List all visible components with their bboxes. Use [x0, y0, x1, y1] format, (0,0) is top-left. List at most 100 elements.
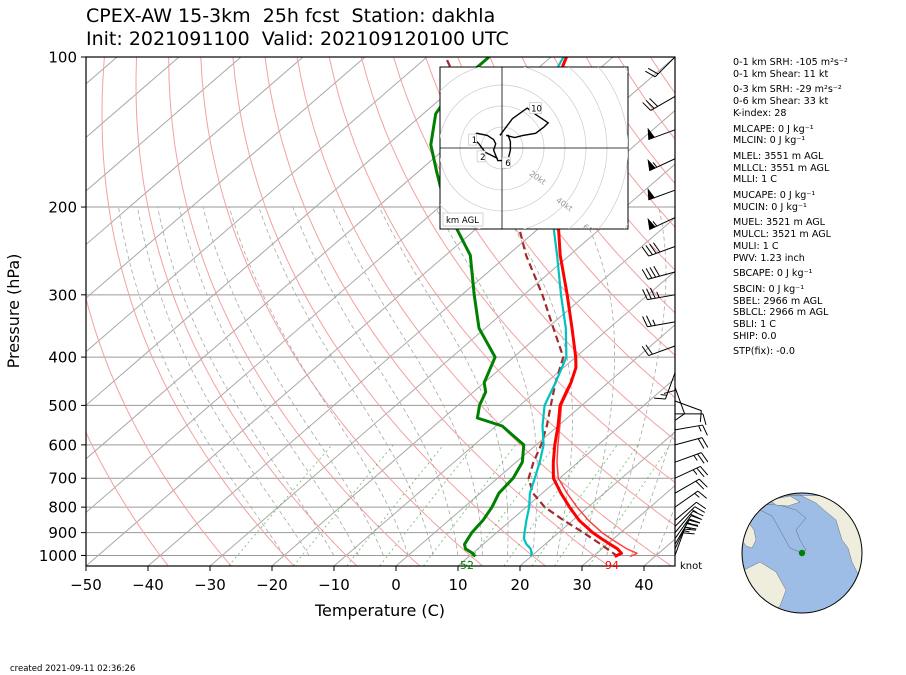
station-location-marker	[798, 549, 806, 557]
mixing-ratio-line	[423, 444, 516, 566]
x-tick-label: −10	[318, 576, 350, 594]
y-tick-label: 200	[48, 199, 77, 217]
wind-barb	[674, 437, 709, 449]
parameter-line: K-index: 28	[733, 107, 787, 119]
hodograph-height-box	[476, 150, 486, 163]
wind-barb	[674, 424, 708, 436]
parameter-line: SBEL: 2966 m AGL	[733, 295, 823, 307]
y-tick-label: 700	[48, 470, 77, 488]
wind-barb	[674, 528, 696, 556]
wind-barb	[642, 287, 676, 301]
moist-adiabat	[292, 206, 459, 556]
moist-adiabat	[434, 206, 538, 556]
moist-adiabat	[228, 206, 409, 556]
isotherm-line	[86, 57, 366, 299]
parameter-line: SBCAPE: 0 J kg⁻¹	[733, 268, 813, 280]
wind-barb	[674, 506, 705, 527]
x-tick-label: 10	[448, 576, 467, 594]
parameter-line: STP(fix): -0.0	[733, 346, 795, 358]
mixing-ratio-line	[346, 444, 444, 566]
dry-adiabat	[521, 57, 675, 271]
isotherm-line	[395, 324, 675, 566]
dry-adiabat	[200, 57, 483, 566]
hodograph-trace	[471, 107, 550, 162]
x-tick-label: 30	[572, 576, 591, 594]
wind-barbs	[641, 56, 709, 556]
wind-barb	[647, 127, 676, 140]
parameter-line: SBCIN: 0 J kg⁻¹	[733, 283, 805, 295]
parameter-line: SHIP: 0.0	[733, 330, 777, 342]
wind-barb	[674, 490, 708, 508]
wind-barb	[642, 96, 676, 111]
parameter-line: PWV: 1.23 inch	[733, 252, 805, 264]
y-tick-label: 800	[48, 499, 77, 517]
dry-adiabat	[86, 296, 232, 566]
moist-adiabat	[378, 206, 509, 556]
isotherm-line	[271, 217, 675, 566]
moist-adiabat	[118, 206, 285, 556]
parameter-line: MLLI: 1 C	[733, 174, 777, 186]
dry-adiabat	[425, 57, 675, 399]
hodograph-ring-label: 60kt	[581, 222, 601, 240]
dry-adiabat	[86, 431, 169, 566]
wind-barb	[647, 217, 676, 231]
parcel-profile	[444, 57, 619, 558]
y-tick-label: 300	[48, 286, 77, 304]
dry-adiabat	[489, 57, 675, 314]
y-axis-label: Pressure (hPa)	[4, 254, 23, 369]
parameter-line: MULCL: 3521 m AGL	[733, 229, 832, 241]
isotherm-line	[86, 57, 428, 353]
x-tick-label: 0	[391, 576, 401, 594]
y-tick-label: 900	[48, 524, 77, 542]
hodograph-unit-label: km AGL	[446, 216, 479, 226]
chart-title-line1: CPEX-AW 15-3km 25h fcst Station: dakhla	[86, 5, 496, 27]
surface-temperature-label: 94	[605, 559, 619, 572]
isotherm-line	[86, 57, 242, 192]
x-tick-label: 40	[634, 576, 653, 594]
mixing-ratio-line	[588, 444, 671, 566]
parameter-line: MUCIN: 0 J kg⁻¹	[733, 201, 807, 213]
dry-adiabat	[457, 57, 675, 356]
mixing-ratio-line	[293, 444, 394, 566]
isotherm-line	[147, 109, 675, 566]
hodograph-height-label: 10	[531, 105, 542, 115]
wind-barb	[675, 413, 707, 426]
isotherm-line	[86, 57, 490, 406]
wind-barb	[674, 387, 686, 421]
y-tick-label: 1000	[39, 547, 77, 565]
dry-adiabat	[168, 57, 421, 566]
dry-adiabat	[393, 57, 675, 441]
dry-adiabat	[296, 57, 672, 566]
hodograph-inset: 20kt40kt60kt80kt10126km AGL	[439, 66, 629, 240]
dry-adiabat	[328, 57, 675, 526]
created-timestamp: created 2021-09-11 02:36:26	[10, 664, 136, 674]
dry-adiabat	[843, 57, 906, 566]
moist-adiabat	[202, 206, 384, 556]
hodograph-height-label: 2	[480, 153, 485, 163]
parameter-line: 0-6 km Shear: 33 kt	[733, 96, 829, 108]
dry-adiabat	[232, 57, 546, 566]
hodograph-height-label: 1	[472, 136, 477, 146]
parameter-line: MLCIN: 0 J kg⁻¹	[733, 135, 806, 147]
moist-adiabat	[258, 206, 434, 556]
parameter-line: MUCAPE: 0 J kg⁻¹	[733, 190, 816, 202]
isotherm-line	[519, 431, 675, 566]
x-tick-label: 20	[510, 576, 529, 594]
x-tick-label: −50	[70, 576, 102, 594]
x-tick-label: −40	[132, 576, 164, 594]
wind-barb	[642, 315, 676, 328]
parameter-line: MUEL: 3521 m AGL	[733, 217, 826, 229]
moist-adiabat	[579, 206, 615, 556]
moist-adiabat	[606, 206, 667, 556]
wind-barb	[645, 56, 676, 78]
wind-barb	[641, 242, 676, 257]
x-axis-label: Temperature (C)	[314, 601, 445, 620]
wind-barb	[674, 452, 709, 464]
plot-frame	[85, 56, 676, 567]
axes: −50 −40 −30 −20 −10 0 10 20 30 40 100 200 300 400 500 6…	[39, 49, 654, 595]
mixing-ratio-line	[379, 444, 475, 566]
hodograph-height-box	[468, 133, 478, 146]
hodograph-height-label: 6	[505, 159, 510, 169]
wind-barb	[674, 400, 702, 423]
wind-unit-label: knot	[680, 561, 702, 572]
